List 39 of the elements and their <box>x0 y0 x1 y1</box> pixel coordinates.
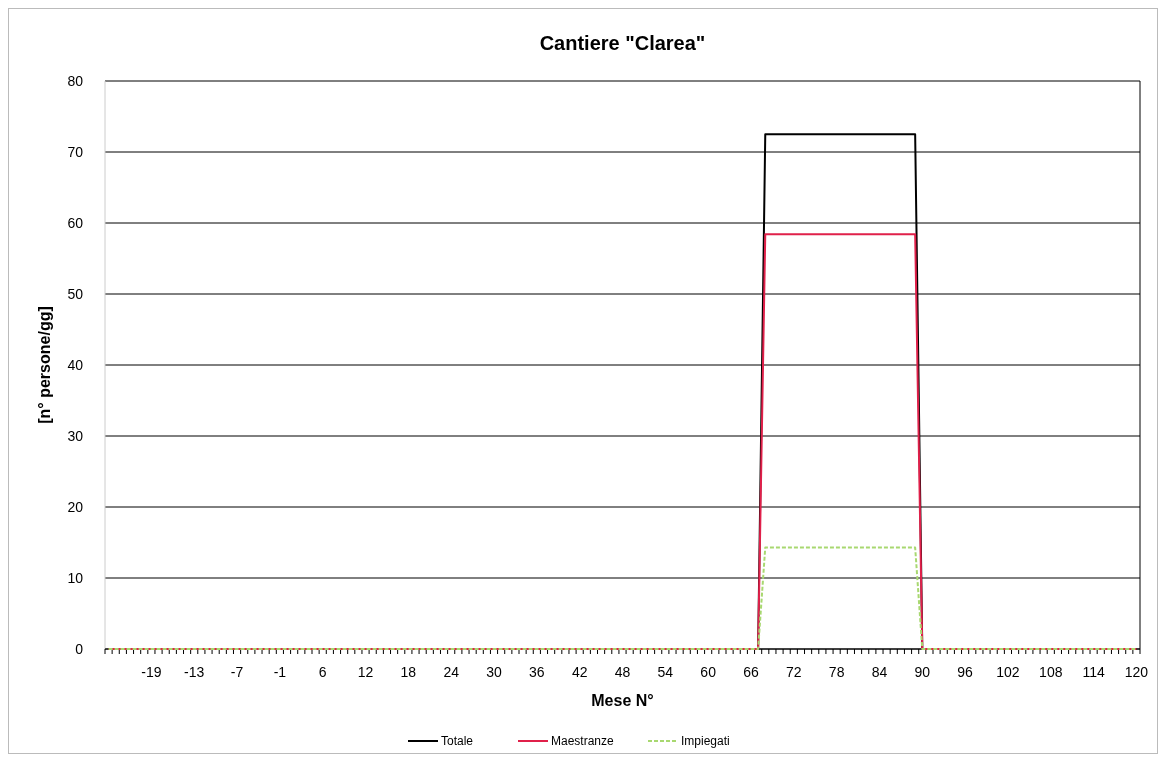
y-tick-label: 20 <box>67 499 84 515</box>
y-tick-label: 50 <box>67 286 84 302</box>
x-tick-label: 78 <box>828 664 845 680</box>
x-tick-label: 48 <box>614 664 631 680</box>
x-tick-label: 54 <box>657 664 674 680</box>
y-tick-label: 80 <box>67 73 84 89</box>
x-tick-label: 114 <box>1082 664 1105 680</box>
y-tick-label: 70 <box>67 144 84 160</box>
legend-label: Impiegati <box>681 734 730 748</box>
x-tick-label: 18 <box>400 664 417 680</box>
x-tick-label: 108 <box>1039 664 1063 680</box>
x-tick-label: 66 <box>743 664 759 680</box>
y-tick-label: 0 <box>75 641 84 657</box>
x-tick-label: 90 <box>914 664 931 680</box>
y-tick-label: 40 <box>67 357 84 373</box>
legend-label: Totale <box>441 734 474 748</box>
y-axis-title: [n° persone/gg] <box>36 306 53 424</box>
x-tick-label: 102 <box>996 664 1020 680</box>
x-tick-label: 36 <box>529 664 545 680</box>
x-tick-label: -1 <box>273 664 287 680</box>
y-tick-label: 60 <box>67 215 84 231</box>
x-tick-label: 42 <box>571 664 588 680</box>
x-tick-label: 24 <box>443 664 460 680</box>
y-tick-label: 30 <box>67 428 84 444</box>
legend-label: Maestranze <box>551 734 615 748</box>
x-tick-label: 12 <box>357 664 374 680</box>
x-tick-label: -13 <box>184 664 205 680</box>
x-tick-label: 84 <box>871 664 888 680</box>
chart-title: Cantiere "Clarea" <box>539 32 706 54</box>
x-tick-label: -7 <box>230 664 244 680</box>
x-tick-label: -19 <box>141 664 162 680</box>
x-tick-label: 96 <box>957 664 974 680</box>
x-tick-label: 60 <box>700 664 717 680</box>
x-axis-title: Mese N° <box>591 692 654 709</box>
x-tick-label: 6 <box>318 664 327 680</box>
y-tick-label: 10 <box>67 570 84 586</box>
x-tick-label: 72 <box>786 664 802 680</box>
x-tick-label: 120 <box>1124 664 1149 680</box>
x-tick-label: 30 <box>486 664 503 680</box>
